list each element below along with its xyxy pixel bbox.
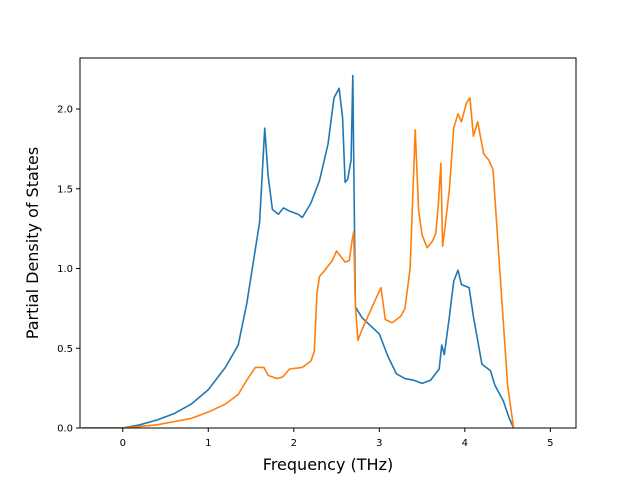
x-tick-label: 4 bbox=[462, 438, 468, 449]
y-axis-label: Partial Density of States bbox=[23, 147, 42, 339]
x-tick-label: 1 bbox=[205, 438, 211, 449]
y-tick-label: 1.0 bbox=[57, 264, 73, 275]
y-tick-label: 2.0 bbox=[57, 105, 73, 116]
x-axis: 0 1 2 3 4 5 bbox=[120, 428, 554, 449]
y-tick-label: 1.5 bbox=[57, 184, 73, 195]
x-tick-label: 3 bbox=[376, 438, 382, 449]
x-axis-label: Frequency (THz) bbox=[263, 455, 393, 474]
x-tick-label: 0 bbox=[120, 438, 126, 449]
series-line-1 bbox=[82, 74, 515, 428]
x-tick-label: 2 bbox=[291, 438, 297, 449]
x-tick-label: 5 bbox=[547, 438, 553, 449]
series-layer bbox=[82, 74, 515, 428]
plot-frame bbox=[79, 57, 577, 429]
y-axis: 0.0 0.5 1.0 1.5 2.0 bbox=[57, 105, 80, 435]
y-tick-label: 0.5 bbox=[57, 344, 73, 355]
series-line-2 bbox=[82, 97, 515, 428]
y-tick-label: 0.0 bbox=[57, 424, 73, 435]
